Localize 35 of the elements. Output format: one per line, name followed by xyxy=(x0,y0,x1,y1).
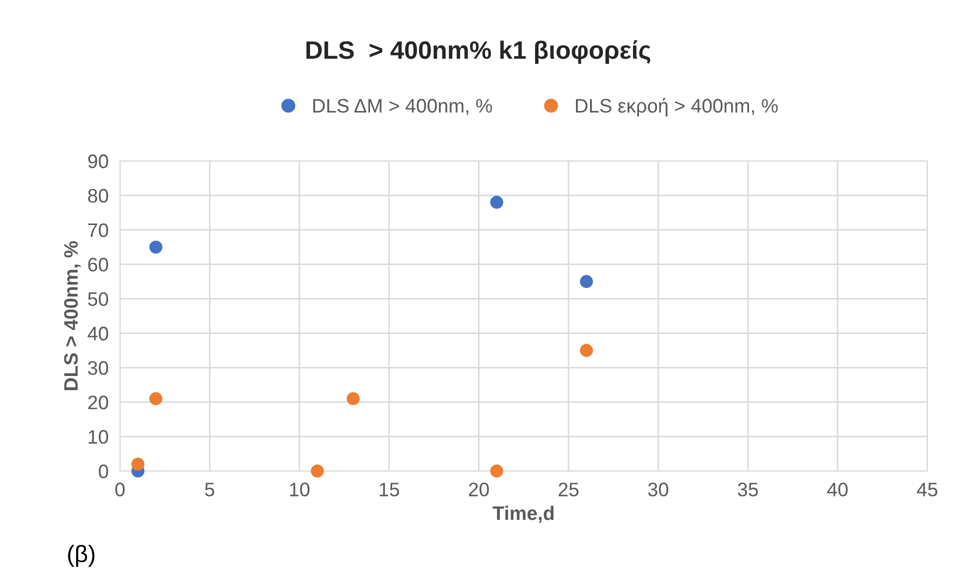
legend-label: DLS ΔΜ > 400nm, % xyxy=(313,98,492,115)
y-tick-label: 70 xyxy=(88,223,108,238)
y-tick-label: 80 xyxy=(88,188,108,203)
point xyxy=(310,464,324,478)
y-axis-title: DLS > 400nm, % xyxy=(64,241,81,390)
x-tick-label: 15 xyxy=(380,482,400,496)
point xyxy=(580,344,593,357)
x-tick-label: 45 xyxy=(916,482,938,496)
point xyxy=(490,464,504,478)
x-tick-label: 30 xyxy=(648,482,668,496)
y-tick-label: 10 xyxy=(88,430,108,444)
x-axis-title: Time,d xyxy=(492,506,554,523)
x-tick-label: 25 xyxy=(558,482,578,496)
y-tick-label: 50 xyxy=(88,292,108,306)
y-tick-label: 20 xyxy=(88,396,108,410)
x-tick-label: 5 xyxy=(205,482,214,496)
point xyxy=(131,458,144,471)
x-tick-label: 40 xyxy=(827,482,848,496)
y-tick-label: 90 xyxy=(88,154,108,168)
y-tick-label: 40 xyxy=(88,326,108,340)
y-tick-label: 60 xyxy=(88,258,108,272)
x-tick-label: 0 xyxy=(115,482,125,496)
point xyxy=(149,392,162,406)
x-tick-label: 10 xyxy=(290,482,310,496)
y-tick-label: 30 xyxy=(88,361,108,375)
point xyxy=(580,275,593,288)
x-tick-label: 20 xyxy=(468,482,489,496)
legend-label: DLS εκροή > 400nm, % xyxy=(576,98,778,117)
y-tick-label: 0 xyxy=(98,464,108,478)
text: (β) xyxy=(68,544,94,567)
chart-title: DLS > 400nm% k1 βιοφορείς xyxy=(306,40,650,64)
point xyxy=(490,196,504,209)
point xyxy=(346,392,360,406)
x-tick-label: 35 xyxy=(738,482,758,496)
point xyxy=(149,240,162,254)
